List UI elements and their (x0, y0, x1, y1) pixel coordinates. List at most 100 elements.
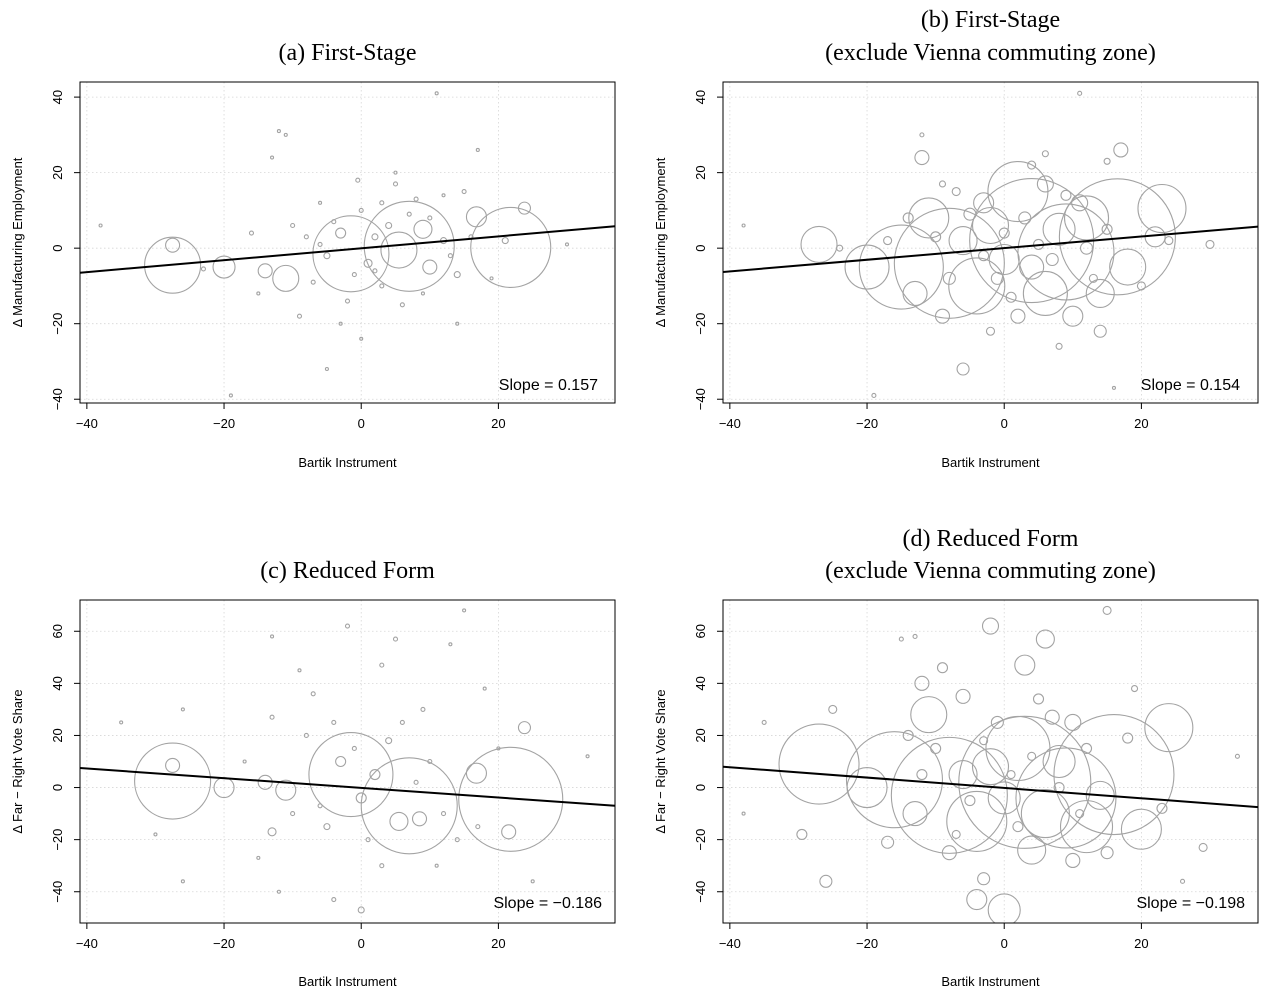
data-point (389, 811, 409, 831)
data-point (1042, 212, 1076, 246)
data-point (1103, 157, 1111, 165)
data-point (153, 832, 158, 837)
data-point (392, 181, 399, 187)
data-point (440, 811, 447, 817)
data-point (119, 720, 124, 725)
data-point (902, 212, 914, 224)
y-tick-label: 40 (50, 90, 65, 104)
y-axis-label: Δ Manufacturing Employment (10, 157, 25, 327)
data-point (180, 879, 185, 884)
data-point (973, 192, 995, 214)
data-point (453, 271, 461, 279)
x-tick-label: 0 (358, 416, 365, 431)
plot-frame (722, 599, 1259, 924)
data-point (427, 215, 433, 221)
data-point (883, 236, 893, 246)
data-point (1015, 747, 1117, 849)
data-point (930, 231, 942, 243)
x-tick-label: 20 (491, 936, 505, 951)
data-point (331, 719, 337, 725)
data-point (871, 392, 877, 398)
data-point (934, 308, 951, 324)
data-point (323, 252, 331, 260)
points-b (741, 90, 1215, 398)
y-axis-label: Δ Far − Right Vote Share (653, 689, 668, 833)
data-point (496, 746, 501, 751)
data-point (462, 608, 467, 613)
data-point (465, 762, 487, 784)
data-point (1088, 273, 1098, 283)
data-point (938, 180, 947, 188)
data-point (434, 91, 439, 96)
data-point (1059, 800, 1114, 854)
data-point (501, 237, 509, 245)
data-point (461, 188, 467, 195)
data-point (1014, 654, 1036, 676)
fit-line (80, 767, 615, 807)
data-point (144, 236, 202, 294)
data-point (564, 242, 570, 247)
data-point (530, 879, 535, 884)
data-point (761, 719, 767, 725)
y-tick-label: −40 (693, 388, 708, 410)
data-point (379, 863, 385, 869)
data-point (413, 779, 419, 785)
data-point (399, 719, 405, 725)
data-point (948, 226, 978, 256)
data-point (324, 366, 329, 372)
y-tick-label: −40 (693, 881, 708, 903)
data-point (256, 291, 261, 296)
data-point (898, 636, 904, 642)
data-point (948, 759, 978, 790)
data-point (98, 223, 103, 228)
x-axis-label: Bartik Instrument (298, 455, 397, 470)
data-point (914, 675, 930, 691)
slope-annotation: Slope = −0.186 (493, 895, 602, 912)
data-point (448, 642, 453, 647)
data-point (358, 207, 364, 213)
data-point (357, 906, 365, 914)
slope-annotation: Slope = −0.198 (1136, 895, 1245, 912)
data-point (998, 227, 1010, 239)
data-point (257, 263, 273, 279)
data-point (355, 177, 361, 183)
points-c (119, 608, 590, 914)
data-point (796, 828, 808, 840)
data-point (800, 225, 838, 263)
data-point (919, 132, 925, 138)
data-point (270, 155, 275, 160)
data-point (1085, 278, 1115, 309)
x-tick-label: 0 (358, 936, 365, 951)
points-d (741, 605, 1240, 923)
data-point (1045, 252, 1059, 267)
data-point (1137, 183, 1187, 234)
y-tick-label: 20 (693, 728, 708, 742)
x-tick-label: 0 (1001, 416, 1008, 431)
data-point (930, 742, 942, 755)
data-point (489, 276, 494, 281)
data-point (331, 219, 337, 225)
fit-line (723, 765, 1258, 809)
data-point (1055, 342, 1063, 350)
x-axis-label: Bartik Instrument (298, 974, 397, 989)
data-point (331, 897, 337, 903)
data-point (371, 233, 379, 241)
data-point (1144, 703, 1194, 753)
data-point (165, 237, 181, 253)
data-point (475, 147, 480, 153)
data-point (958, 715, 1092, 849)
data-point (964, 795, 976, 807)
data-point (990, 715, 1004, 729)
data-point (200, 266, 207, 272)
data-point (916, 768, 928, 781)
data-point (303, 732, 309, 739)
data-point (1027, 751, 1037, 761)
data-point (303, 234, 309, 240)
fit-line (80, 225, 615, 274)
data-point (1080, 742, 1093, 755)
data-point (455, 321, 460, 326)
x-tick-label: −40 (76, 936, 98, 951)
data-point (297, 668, 302, 673)
data-point (1100, 846, 1114, 860)
